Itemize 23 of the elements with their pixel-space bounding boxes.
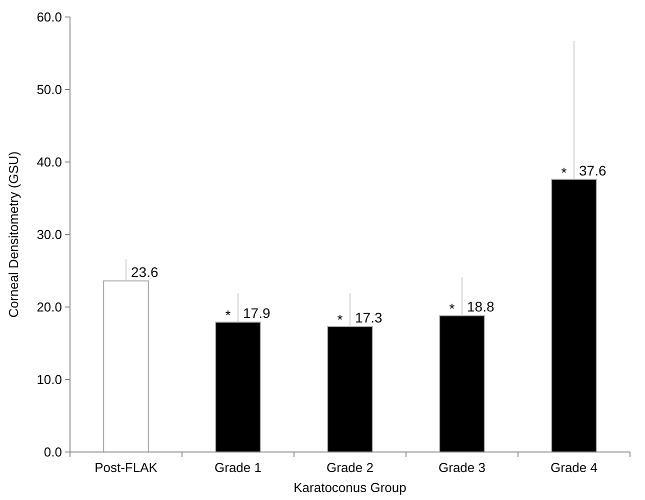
annotation: * (449, 300, 456, 317)
x-tick-label: Grade 3 (438, 460, 486, 475)
data-label: 37.6 (579, 162, 606, 178)
annotation: * (561, 164, 568, 180)
y-tick-label: 30.0 (36, 227, 62, 242)
y-tick-label: 50.0 (36, 82, 62, 98)
y-axis-title: Corneal Densitometry (GSU) (6, 151, 21, 318)
x-axis-title: Karatoconus Group (294, 480, 406, 495)
x-tick-label: Grade 2 (326, 460, 374, 475)
y-tick-label: 20.0 (36, 300, 62, 315)
annotation: * (225, 307, 232, 324)
x-tick-label: Grade 4 (550, 460, 598, 475)
data-label: 23.6 (131, 264, 158, 280)
y-tick-label: 60.0 (36, 10, 62, 25)
data-label: 18.8 (467, 298, 494, 315)
data-label: 17.3 (355, 310, 382, 326)
data-label: 17.9 (243, 305, 270, 322)
y-tick-label: 0.0 (44, 444, 62, 460)
x-tick-label: Post-FLAK (94, 460, 158, 475)
y-tick-label: 10.0 (36, 372, 62, 388)
y-tick-label: 40.0 (36, 154, 62, 170)
annotation: * (337, 312, 344, 328)
x-tick-label: Grade 1 (214, 460, 262, 475)
